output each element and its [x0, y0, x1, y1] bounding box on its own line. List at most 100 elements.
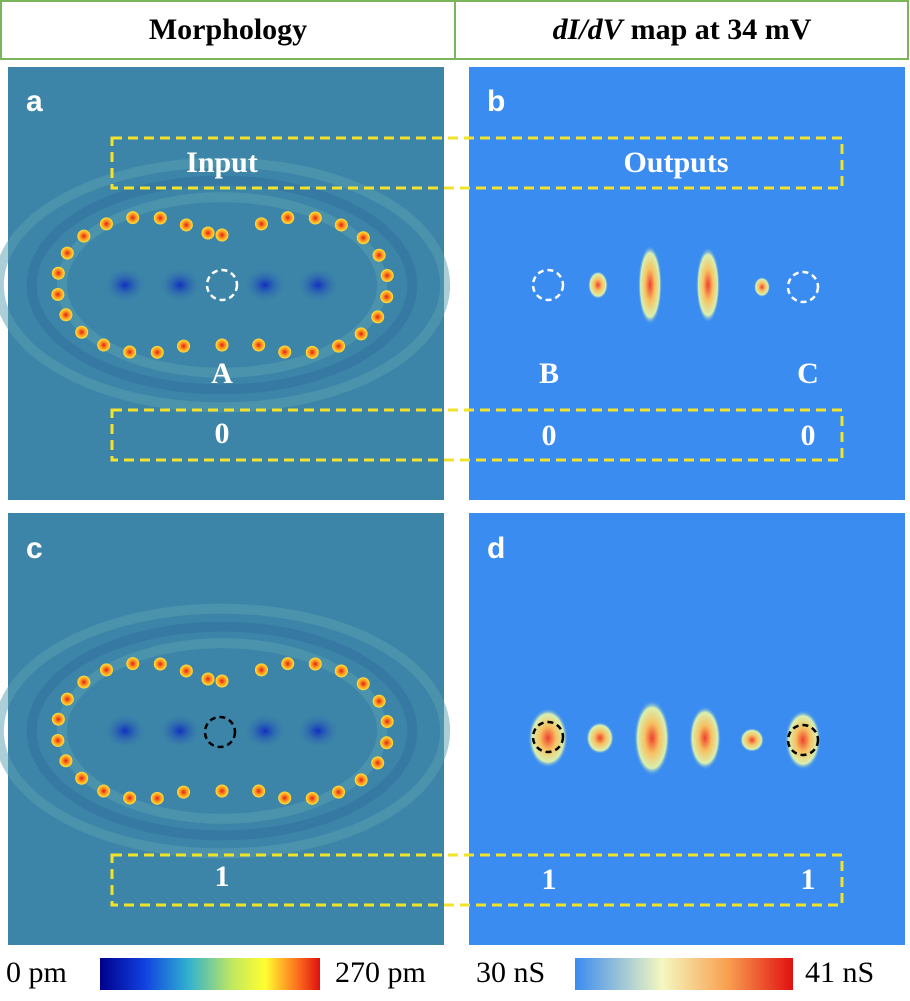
pit [243, 713, 287, 749]
panel-label: b [487, 85, 505, 118]
atom [59, 308, 73, 322]
atom [179, 664, 193, 678]
atom [334, 218, 348, 232]
atom [380, 715, 394, 729]
header-left: Morphology [149, 13, 307, 46]
ripple [0, 157, 451, 413]
circle-marker [786, 723, 820, 757]
atom [252, 784, 266, 798]
atom [356, 231, 370, 245]
atom [153, 211, 167, 225]
spot [588, 271, 608, 299]
atom [150, 345, 164, 359]
atom [60, 692, 74, 706]
atom [281, 211, 295, 225]
logic-value: 1 [542, 863, 557, 896]
spot [696, 247, 720, 323]
pit [296, 713, 340, 749]
atom [380, 269, 394, 283]
ripple [26, 621, 418, 841]
spot [528, 708, 568, 768]
atom [99, 663, 113, 677]
atom [380, 290, 394, 304]
atom [51, 733, 65, 747]
pit [158, 267, 202, 303]
dashed-box [110, 136, 844, 190]
atom [372, 694, 386, 708]
atom [215, 784, 229, 798]
atom [354, 773, 368, 787]
atom [97, 338, 111, 352]
logic-value: 0 [542, 419, 557, 452]
atom [371, 310, 385, 324]
atom [59, 754, 73, 768]
atom [356, 677, 370, 691]
header-right: dI/dV map at 34 mV [553, 13, 812, 46]
atom [254, 663, 268, 677]
logic-value: 1 [215, 860, 230, 893]
colorbar [575, 958, 793, 990]
atom [51, 266, 65, 280]
circle-marker [203, 715, 237, 749]
atom [177, 785, 191, 799]
atom [354, 327, 368, 341]
pit [158, 713, 202, 749]
header-cell [454, 0, 909, 60]
pit [243, 267, 287, 303]
atom [278, 345, 292, 359]
ripple [56, 638, 388, 824]
atom [77, 229, 91, 243]
logic-value: 0 [801, 419, 816, 452]
atom [380, 736, 394, 750]
colorbar [100, 958, 320, 990]
atom [332, 785, 346, 799]
atom [126, 211, 140, 225]
pit [103, 267, 147, 303]
ripple [56, 192, 388, 378]
atom [75, 325, 89, 339]
colorbar-min: 30 nS [476, 956, 545, 989]
atom [153, 657, 167, 671]
atom [252, 338, 266, 352]
ripple [0, 603, 451, 859]
name-label: C [797, 357, 819, 390]
colorbar-max: 270 pm [335, 956, 426, 989]
circle-marker [786, 270, 820, 304]
atom [371, 756, 385, 770]
atom [51, 712, 65, 726]
atom [177, 339, 191, 353]
atom [372, 248, 386, 262]
spot [785, 710, 821, 770]
spot [586, 722, 614, 754]
logic-value: 0 [215, 417, 230, 450]
atom [201, 672, 215, 686]
panel-c [8, 513, 444, 945]
atom [75, 771, 89, 785]
dashed-box [110, 853, 844, 907]
atom [308, 211, 322, 225]
atom [281, 657, 295, 671]
ripple [26, 175, 418, 395]
atom [97, 784, 111, 798]
atom [123, 345, 137, 359]
atom [215, 674, 229, 688]
pit [296, 267, 340, 303]
atom [126, 657, 140, 671]
decor [0, 157, 821, 859]
panel-label: d [487, 532, 505, 565]
pit [103, 713, 147, 749]
atom [254, 217, 268, 231]
panel-b [469, 67, 905, 500]
atom [215, 338, 229, 352]
atom [305, 345, 319, 359]
header-rest: map at 34 mV [631, 13, 812, 46]
atom [201, 226, 215, 240]
spot [740, 728, 764, 752]
outputs-label: Outputs [623, 146, 728, 179]
atom [60, 246, 74, 260]
circle-marker [531, 268, 565, 302]
spot [634, 700, 670, 776]
atom [332, 339, 346, 353]
atom [179, 218, 193, 232]
